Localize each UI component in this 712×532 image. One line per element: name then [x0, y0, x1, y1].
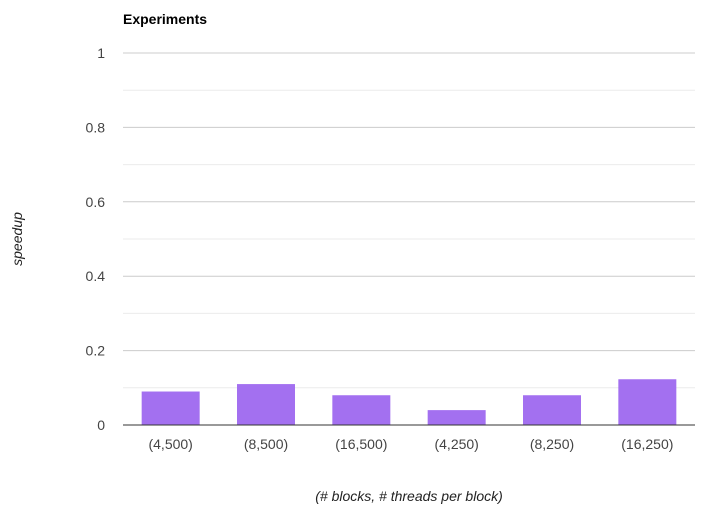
bar	[523, 395, 581, 425]
x-tick-label: (4,250)	[434, 436, 478, 452]
chart-title: Experiments	[123, 11, 207, 27]
y-tick-label: 0.2	[86, 343, 106, 359]
bar	[141, 391, 200, 425]
y-tick-labels: 0 0.2 0.4 0.6 0.8 1	[86, 45, 106, 433]
x-tick-label: (16,500)	[335, 436, 387, 452]
y-tick-label: 0.8	[86, 119, 106, 135]
x-tick-label: (8,250)	[530, 436, 574, 452]
bar	[427, 410, 486, 425]
y-axis-title: speedup	[9, 212, 25, 266]
y-tick-label: 0.4	[86, 268, 106, 284]
bars	[141, 379, 677, 425]
x-tick-label: (4,500)	[148, 436, 192, 452]
y-tick-label: 0.6	[86, 194, 106, 210]
bar	[237, 384, 295, 425]
x-axis-title: (# blocks, # threads per block)	[315, 488, 503, 504]
x-tick-label: (8,500)	[244, 436, 288, 452]
bar	[332, 395, 391, 425]
bar	[618, 379, 677, 425]
x-tick-labels: (4,500) (8,500) (16,500) (4,250) (8,250) (16,…	[148, 436, 673, 452]
x-tick-label: (16,250)	[621, 436, 673, 452]
gridlines	[123, 52, 695, 389]
y-tick-label: 0	[97, 417, 105, 433]
y-tick-label: 1	[97, 45, 105, 61]
